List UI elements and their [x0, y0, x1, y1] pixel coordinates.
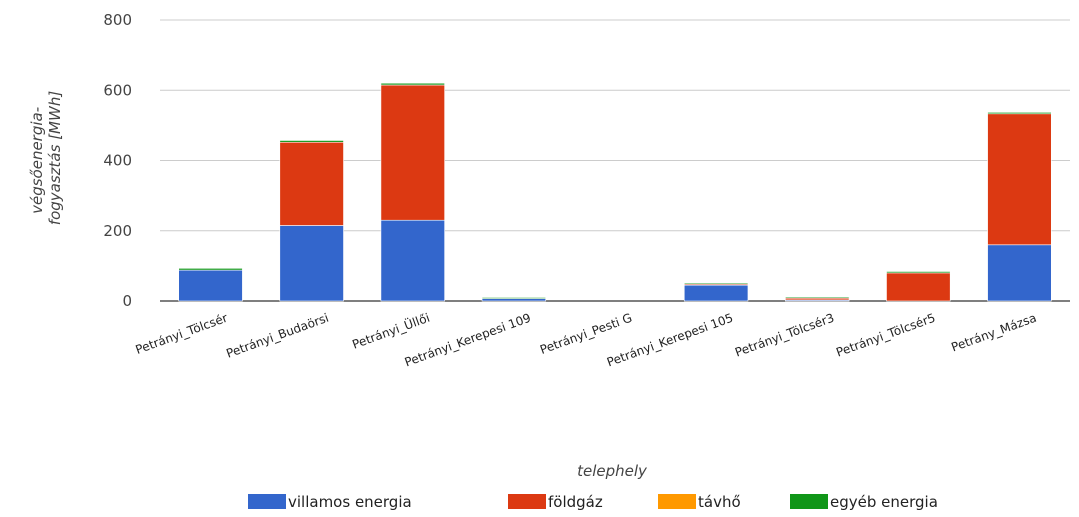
- bars-layer: [178, 82, 1052, 302]
- legend-swatch-egyéb-energia: [790, 494, 828, 509]
- legend-label: egyéb energia: [830, 493, 938, 511]
- y-tick-label: 600: [103, 81, 132, 99]
- bar-segment-villamos-energia: [380, 219, 445, 302]
- bar-segment-villamos-energia: [683, 284, 749, 302]
- bar-segment-villamos-energia: [481, 298, 547, 302]
- y-tick-label: 200: [103, 222, 132, 240]
- y-axis-title-line-1: végsőenergia-: [28, 107, 46, 214]
- x-axis-title: telephely: [577, 462, 648, 480]
- bar-segment-egyéb-energia: [178, 268, 243, 271]
- x-category-label: Petrányi_Tölcsér: [134, 311, 230, 357]
- bar-segment-villamos-energia: [987, 244, 1052, 302]
- legend-swatch-távhő: [658, 494, 696, 509]
- bar-segment-egyéb-energia: [481, 297, 547, 299]
- bar-segment-egyéb-energia: [987, 112, 1052, 115]
- bar-segment-egyéb-energia: [785, 296, 850, 299]
- bar-segment-egyéb-energia: [886, 271, 951, 274]
- legend-label: távhő: [698, 493, 741, 511]
- x-category-label: Petrányi_Tölcsér5: [834, 311, 937, 360]
- bar-segment-egyéb-energia: [279, 140, 344, 143]
- legend-label: villamos energia: [288, 493, 412, 511]
- x-category-label: Petrányi_Budaörsi: [224, 311, 330, 361]
- bar-segment-egyéb-energia: [380, 82, 445, 86]
- bar-segment-földgáz: [886, 272, 951, 302]
- x-category-label: Petrányi_Tölcsér3: [733, 311, 836, 360]
- legend-swatch-földgáz: [508, 494, 546, 509]
- y-tick-label: 0: [122, 292, 132, 310]
- bar-segment-földgáz: [380, 84, 445, 221]
- y-tick-labels: 0 200 400 600 800: [103, 11, 132, 310]
- x-category-label: Petrányi_Üllői: [350, 309, 432, 352]
- bar-segment-villamos-energia: [279, 225, 344, 302]
- legend-swatch-villamos-energia: [248, 494, 286, 509]
- y-axis-title-line-2: fogyasztás [MWh]: [46, 91, 64, 226]
- y-tick-label: 800: [103, 11, 132, 29]
- bar-segment-egyéb-energia: [683, 282, 749, 285]
- y-axis-title: végsőenergia- fogyasztás [MWh]: [28, 91, 64, 226]
- bar-segment-földgáz: [987, 113, 1052, 246]
- legend-label: földgáz: [548, 493, 603, 511]
- bar-segment-villamos-energia: [178, 269, 243, 302]
- y-tick-label: 400: [103, 152, 132, 170]
- bar-segment-földgáz: [279, 141, 344, 226]
- x-category-label: Petrány_Mázsa: [949, 311, 1038, 355]
- legend: villamos energia földgáz távhő egyéb energi…: [248, 493, 938, 511]
